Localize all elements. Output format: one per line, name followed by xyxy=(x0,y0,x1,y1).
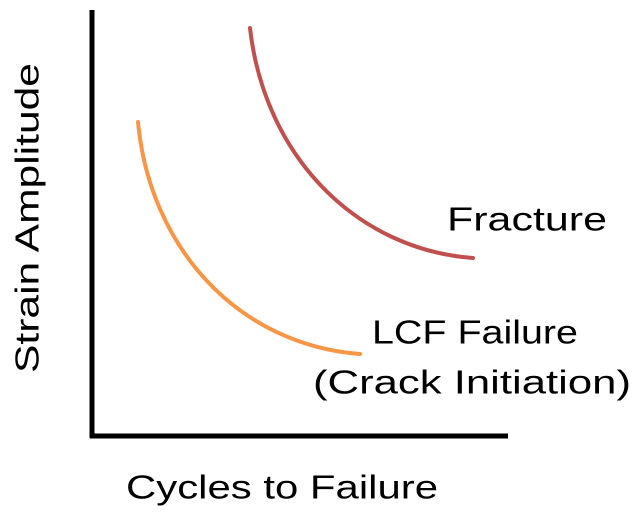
curve-label: (Crack Initiation) xyxy=(313,364,631,401)
curve-label: LCF Failure xyxy=(372,314,578,351)
curve-label: Fracture xyxy=(447,201,607,238)
lcf-curve xyxy=(136,120,362,356)
y-axis-label: Strain Amplitude xyxy=(9,63,46,373)
x-axis-label: Cycles to Failure xyxy=(126,469,438,506)
fracture-curve xyxy=(248,26,475,260)
